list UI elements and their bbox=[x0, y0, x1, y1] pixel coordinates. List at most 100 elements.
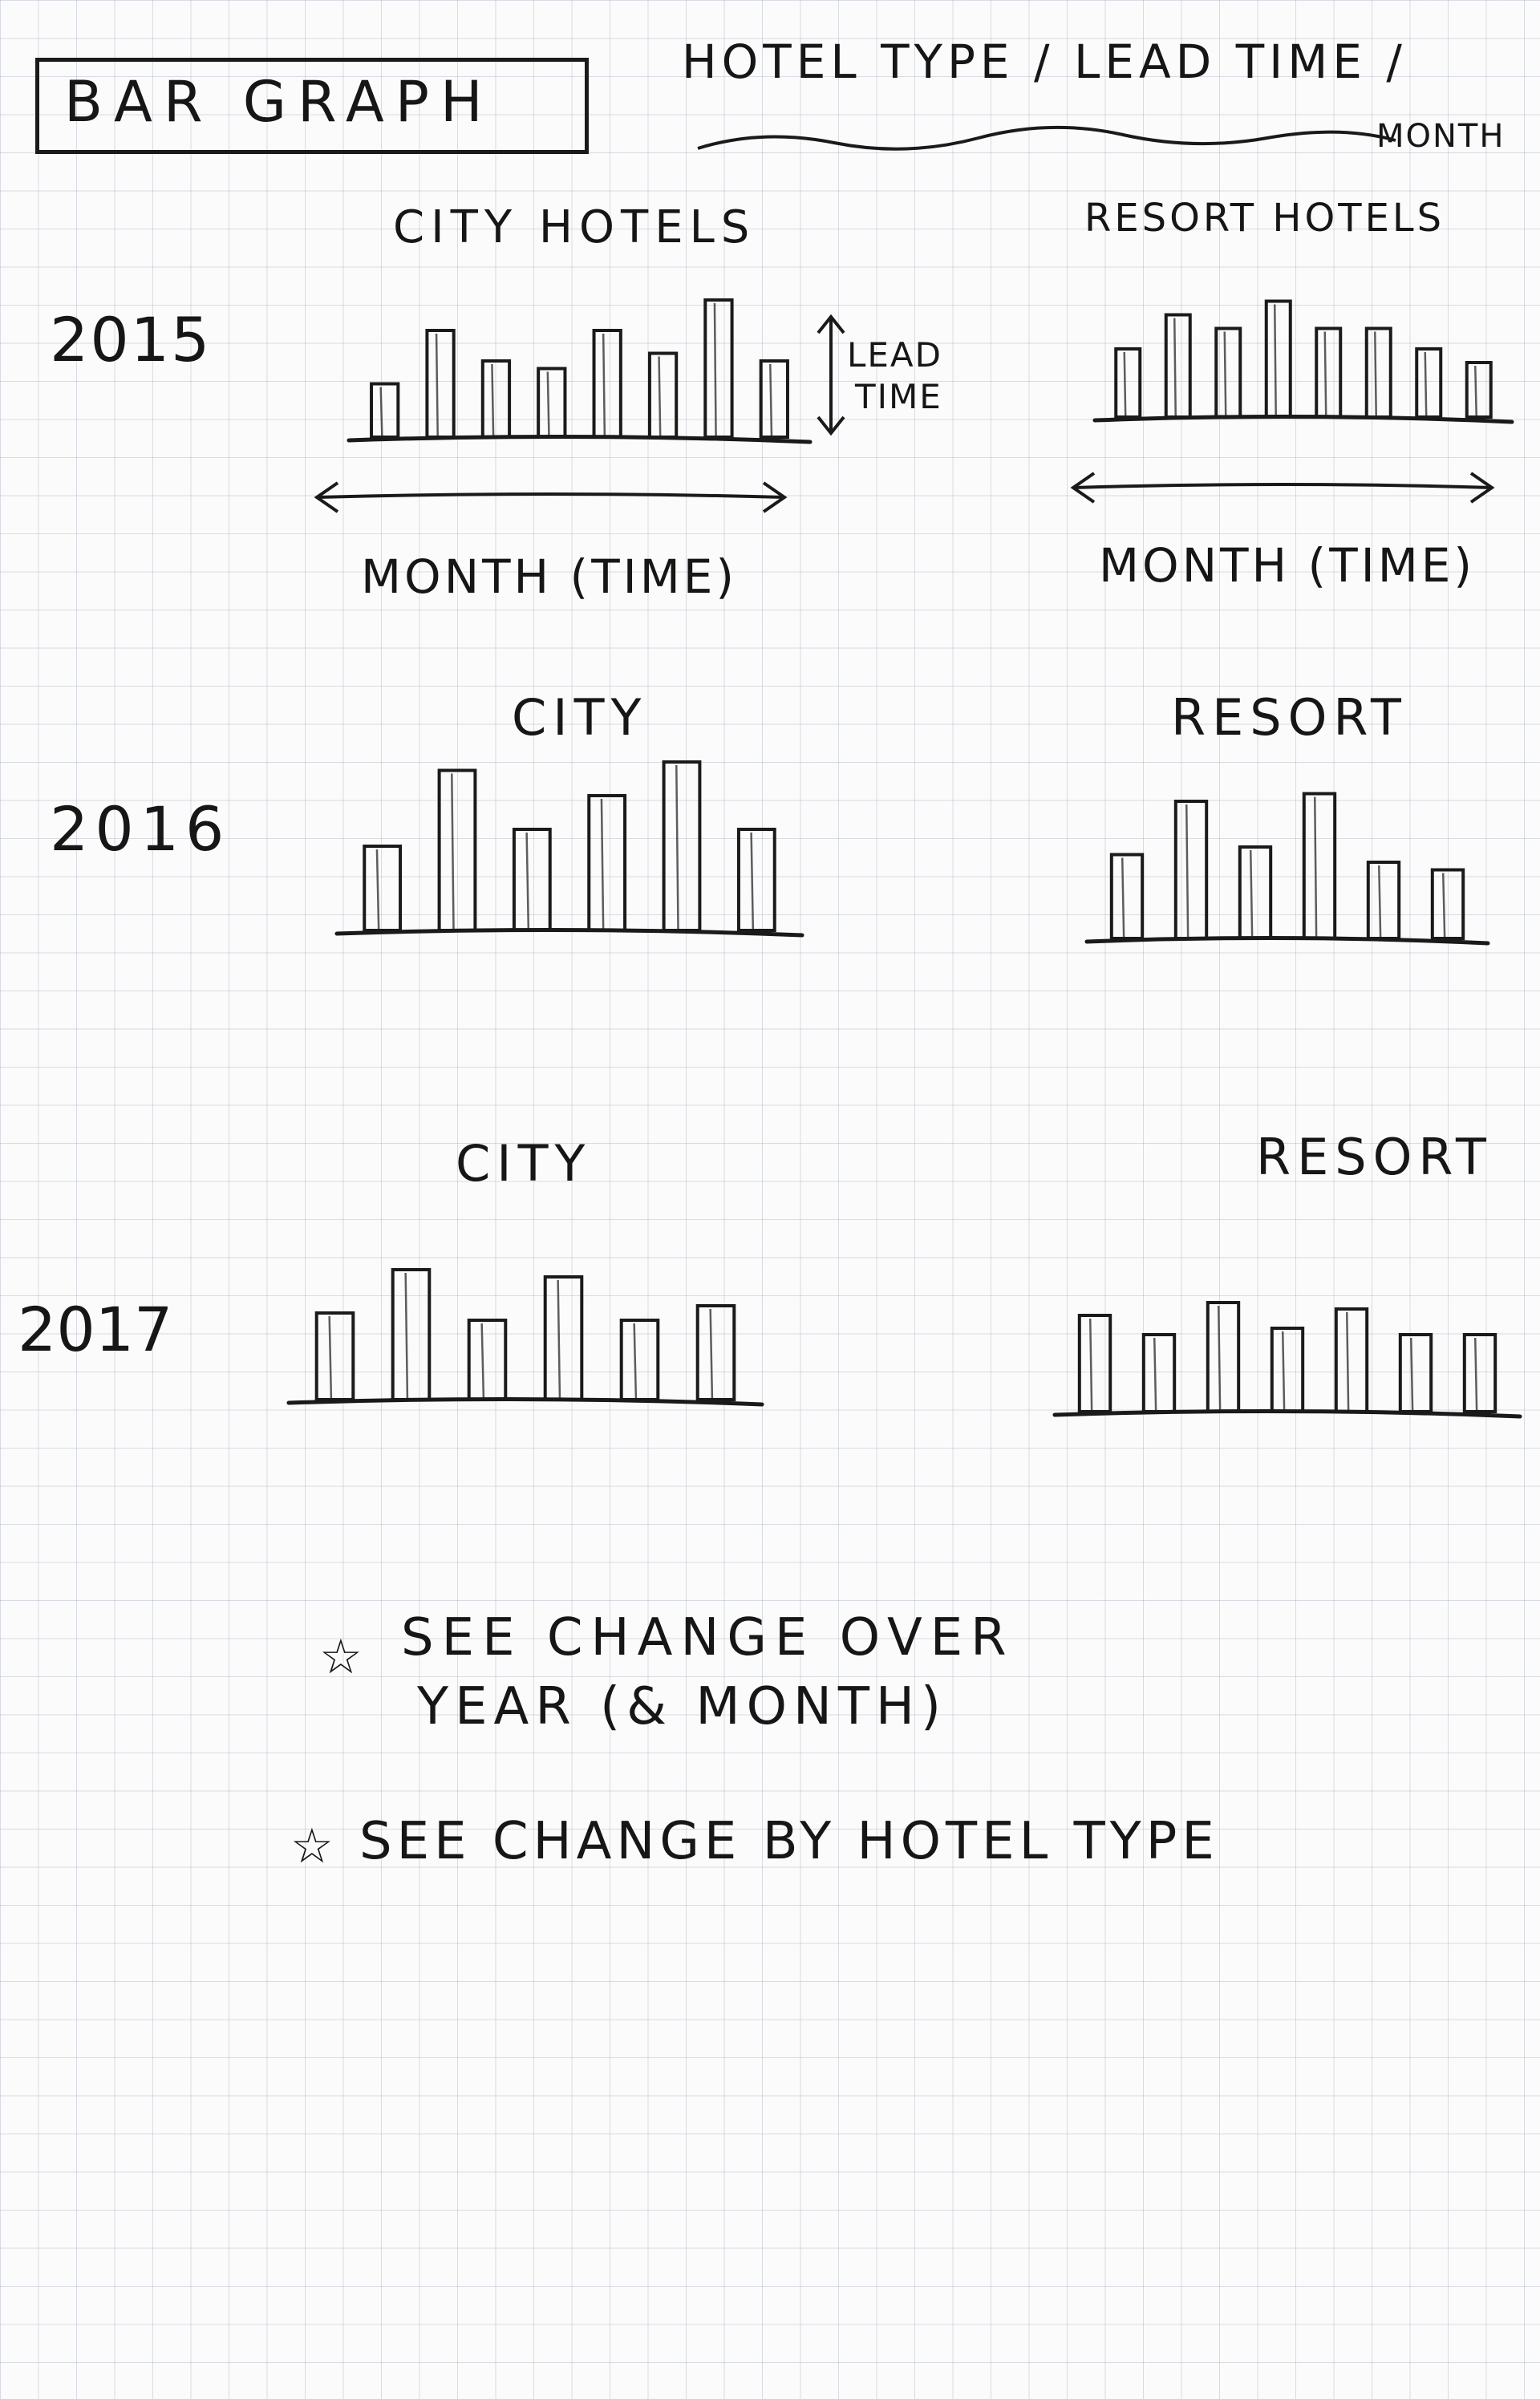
bar-sketch-line bbox=[1217, 1305, 1222, 1412]
bar bbox=[1238, 845, 1273, 940]
bar-sketch-line bbox=[1424, 351, 1428, 418]
baseline bbox=[334, 927, 804, 938]
bar-sketch-line bbox=[1173, 318, 1177, 418]
subtitle-month: MONTH bbox=[1376, 118, 1506, 155]
bar-sketch-line bbox=[1441, 873, 1446, 939]
subtitle-underline bbox=[697, 125, 1396, 151]
bar bbox=[1415, 347, 1443, 419]
bar bbox=[592, 329, 622, 439]
bar bbox=[759, 359, 789, 439]
panel-title-2016-city: CITY bbox=[512, 688, 648, 747]
bar bbox=[1077, 1314, 1112, 1413]
lead-time-arrow-head-down bbox=[817, 415, 845, 436]
baseline bbox=[1084, 935, 1490, 946]
bar bbox=[736, 828, 776, 932]
lead-time-label-2: TIME bbox=[855, 377, 942, 416]
bar-sketch-line bbox=[1323, 331, 1327, 418]
note-1-line-2: YEAR (& MONTH) bbox=[417, 1677, 947, 1736]
xlabel-2015-resort: MONTH (TIME) bbox=[1099, 538, 1476, 593]
bar-sketch-line bbox=[1281, 1331, 1286, 1412]
bar-sketch-line bbox=[525, 832, 530, 931]
bar bbox=[1109, 853, 1145, 940]
bar bbox=[1366, 861, 1401, 940]
month-arrow-city-head-right bbox=[762, 481, 788, 513]
bar-sketch-line bbox=[675, 764, 679, 931]
bar-sketch-line bbox=[1121, 857, 1125, 939]
bar bbox=[1465, 361, 1493, 419]
bar-sketch-line bbox=[546, 371, 550, 438]
bar bbox=[480, 359, 512, 439]
lead-time-arrow-head-up bbox=[817, 314, 845, 334]
lead-time-label-1: LEAD bbox=[847, 335, 943, 375]
baseline bbox=[286, 1396, 764, 1407]
bar-sketch-line bbox=[379, 387, 383, 438]
bar bbox=[363, 845, 403, 932]
bar-sketch-line bbox=[1249, 849, 1254, 939]
panel-title-2016-resort: RESORT bbox=[1171, 688, 1408, 747]
bar bbox=[619, 1319, 660, 1401]
bar-sketch-line bbox=[658, 356, 662, 438]
xlabel-2015-city: MONTH (TIME) bbox=[361, 549, 738, 604]
bar bbox=[1206, 1301, 1241, 1413]
bar bbox=[1270, 1327, 1305, 1413]
bar bbox=[391, 1268, 432, 1401]
bar bbox=[1264, 299, 1292, 419]
bar-sketch-line bbox=[1153, 1337, 1157, 1412]
bar bbox=[647, 351, 679, 439]
bar bbox=[1214, 326, 1242, 419]
bar-sketch-line bbox=[1123, 351, 1127, 418]
note-1-line-1: SEE CHANGE OVER bbox=[401, 1608, 1015, 1668]
panel-title-2017-resort: RESORT bbox=[1256, 1128, 1493, 1186]
bar-sketch-line bbox=[1473, 1337, 1478, 1412]
bar-sketch-line bbox=[600, 798, 605, 931]
bar bbox=[1114, 347, 1142, 419]
bar-sketch-line bbox=[602, 333, 606, 438]
bar-sketch-line bbox=[633, 1323, 638, 1400]
bar-sketch-line bbox=[1223, 331, 1227, 418]
note-2: SEE CHANGE BY HOTEL TYPE bbox=[359, 1812, 1219, 1871]
bar bbox=[314, 1311, 355, 1401]
bar bbox=[1141, 1333, 1177, 1413]
panel-title-2015-city: CITY HOTELS bbox=[393, 201, 756, 253]
year-label-2015: 2015 bbox=[50, 304, 212, 375]
bar bbox=[1302, 792, 1337, 940]
bar bbox=[1315, 326, 1343, 419]
bar bbox=[543, 1275, 584, 1401]
bar-sketch-line bbox=[1185, 804, 1189, 939]
bar-sketch-line bbox=[1274, 304, 1277, 418]
bar bbox=[1364, 326, 1392, 419]
bar bbox=[537, 367, 567, 439]
month-arrow-city-head-left bbox=[314, 481, 339, 513]
bar-sketch-line bbox=[1345, 1311, 1350, 1412]
bar bbox=[425, 329, 456, 439]
bar bbox=[1164, 313, 1192, 419]
bar bbox=[703, 298, 734, 439]
bar bbox=[512, 828, 552, 932]
month-arrow-resort bbox=[1072, 483, 1493, 489]
year-label-2016: 2016 bbox=[50, 793, 231, 865]
bar-sketch-line bbox=[1377, 865, 1382, 939]
bar-sketch-line bbox=[709, 1308, 714, 1400]
bar-sketch-line bbox=[1088, 1318, 1093, 1412]
bar-sketch-line bbox=[769, 363, 773, 438]
bar-sketch-line bbox=[1409, 1337, 1414, 1412]
bar-sketch-line bbox=[480, 1323, 485, 1400]
baseline bbox=[346, 434, 813, 444]
bar-sketch-line bbox=[713, 302, 717, 438]
panel-title-2017-city: CITY bbox=[456, 1134, 592, 1193]
bar-sketch-line bbox=[1374, 331, 1377, 418]
panel-title-2015-resort: RESORT HOTELS bbox=[1084, 196, 1445, 241]
subtitle: HOTEL TYPE / LEAD TIME / bbox=[682, 34, 1407, 89]
bar bbox=[662, 760, 702, 932]
bar-sketch-line bbox=[451, 773, 455, 931]
title-box bbox=[35, 58, 589, 154]
bar-sketch-line bbox=[404, 1272, 409, 1400]
bar-sketch-line bbox=[375, 849, 380, 931]
bar-sketch-line bbox=[435, 333, 439, 438]
star-icon: ☆ bbox=[319, 1629, 363, 1685]
year-label-2017: 2017 bbox=[18, 1294, 173, 1365]
bar bbox=[437, 768, 477, 932]
bar bbox=[1462, 1333, 1497, 1413]
month-arrow-resort-head-left bbox=[1070, 472, 1096, 504]
